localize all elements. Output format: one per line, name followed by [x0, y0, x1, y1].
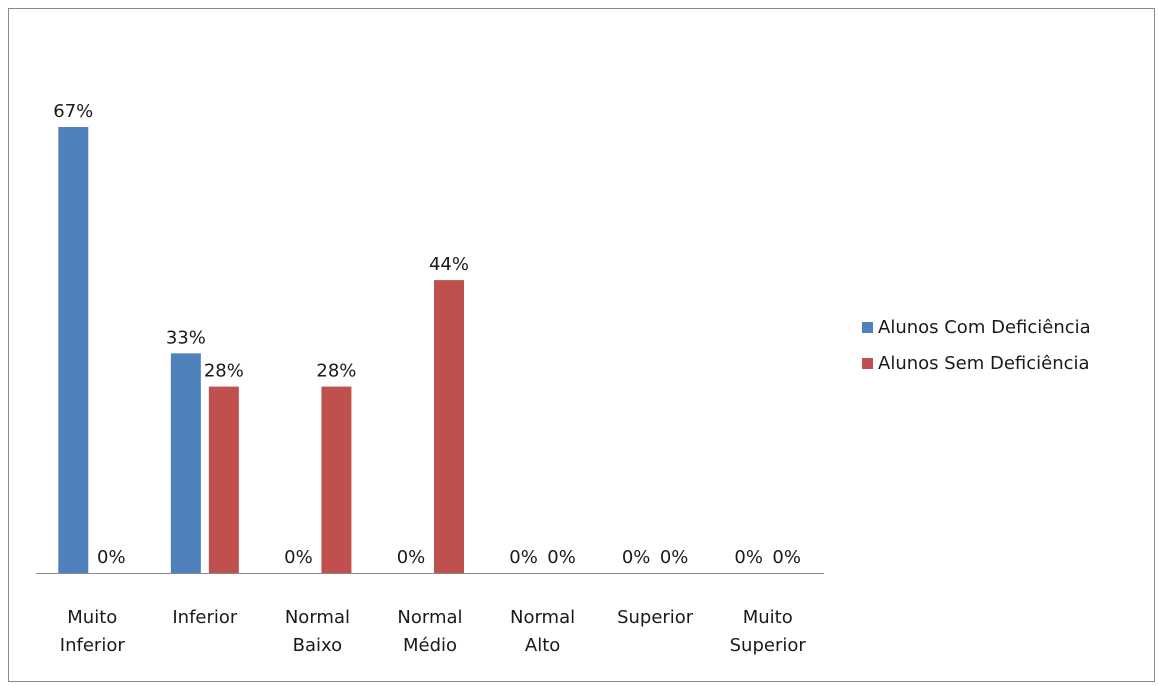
category-label-5-line-2: Alto	[525, 635, 560, 656]
category-label-5-line-1: Normal	[510, 607, 575, 628]
category-label-3-line-2: Baixo	[293, 635, 343, 656]
data-label-1-2: 33%	[166, 327, 206, 348]
legend-item-series-1: Alunos Com Deficiência	[862, 314, 1091, 340]
category-label-3-line-1: Normal	[285, 607, 350, 628]
data-label-1-5: 0%	[509, 547, 538, 568]
data-label-2-4: 44%	[429, 254, 469, 275]
bar-1-1	[58, 127, 89, 573]
legend: Alunos Com Deficiência Alunos Sem Defici…	[862, 314, 1091, 386]
data-label-1-3: 0%	[284, 547, 313, 568]
data-label-2-6: 0%	[660, 547, 689, 568]
category-label-7-line-2: Superior	[730, 635, 807, 656]
bar-2-3	[321, 386, 352, 573]
data-label-1-6: 0%	[622, 547, 651, 568]
legend-swatch-series-2	[862, 357, 873, 369]
category-label-1-line-2: Inferior	[60, 635, 126, 656]
bar-2-4	[434, 280, 464, 573]
data-label-1-1: 67%	[53, 101, 93, 122]
category-label-4-line-1: Normal	[397, 607, 462, 628]
data-label-2-7: 0%	[772, 547, 801, 568]
data-label-2-2: 28%	[204, 361, 244, 382]
category-label-2: Inferior	[172, 607, 238, 628]
data-label-2-5: 0%	[547, 547, 576, 568]
bars-group	[58, 127, 464, 573]
data-label-2-1: 0%	[97, 547, 126, 568]
category-label-7-line-1: Muito	[743, 607, 793, 628]
category-label-4-line-2: Médio	[403, 635, 457, 656]
bar-1-2	[170, 353, 201, 573]
labels-group: 67% 0% Muito Inferior 33% 28% Inferior 0% 28% Nor…	[53, 101, 806, 656]
data-label-2-3: 28%	[316, 361, 356, 382]
legend-label-series-2: Alunos Sem Deficiência	[878, 352, 1090, 374]
category-label-6: Superior	[617, 607, 694, 628]
data-label-1-7: 0%	[734, 547, 763, 568]
legend-item-series-2: Alunos Sem Deficiência	[862, 350, 1091, 376]
category-label-1-line-1: Muito	[67, 607, 117, 628]
legend-swatch-series-1	[862, 321, 873, 333]
legend-label-series-1: Alunos Com Deficiência	[878, 316, 1091, 338]
bar-2-2	[208, 386, 239, 573]
data-label-1-4: 0%	[397, 547, 426, 568]
